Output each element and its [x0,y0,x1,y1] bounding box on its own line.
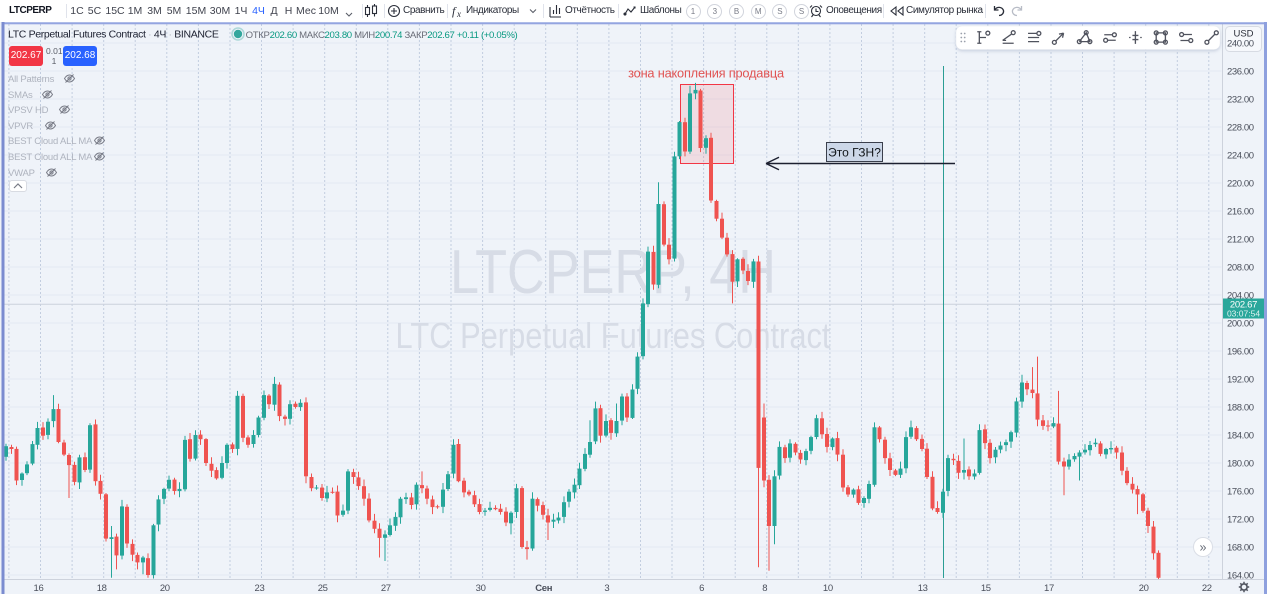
svg-text:USD: USD [1233,29,1253,40]
svg-text:184.00: 184.00 [1227,431,1254,442]
svg-text:172.00: 172.00 [1227,515,1254,526]
svg-text:20: 20 [1139,583,1149,594]
svg-text:20: 20 [160,583,170,594]
svg-text:25: 25 [318,583,328,594]
svg-text:LTC Perpetual Futures Contract: LTC Perpetual Futures Contract [396,315,831,356]
svg-text:208.00: 208.00 [1227,263,1254,274]
svg-text:8: 8 [762,583,767,594]
svg-text:03:07:54: 03:07:54 [1227,309,1260,319]
svg-text:176.00: 176.00 [1227,487,1254,498]
svg-text:216.00: 216.00 [1227,207,1254,218]
svg-text:220.00: 220.00 [1227,179,1254,190]
svg-text:240.00: 240.00 [1227,39,1254,50]
svg-text:Это ГЗН?: Это ГЗН? [828,146,881,160]
svg-text:f: f [452,4,457,18]
svg-text:196.00: 196.00 [1227,347,1254,358]
svg-text:17: 17 [1044,583,1054,594]
svg-text:200.00: 200.00 [1227,319,1254,330]
svg-text:13: 13 [918,583,928,594]
svg-text:202.67: 202.67 [1230,300,1257,311]
svg-text:232.00: 232.00 [1227,95,1254,106]
svg-text:192.00: 192.00 [1227,375,1254,386]
svg-text:228.00: 228.00 [1227,123,1254,134]
svg-text:10: 10 [823,583,833,594]
svg-text:204.00: 204.00 [1227,291,1254,302]
svg-text:3: 3 [604,583,609,594]
svg-text:224.00: 224.00 [1227,151,1254,162]
svg-text:168.00: 168.00 [1227,543,1254,554]
svg-text:23: 23 [255,583,265,594]
svg-text:15: 15 [981,583,991,594]
svg-text:»: » [1200,541,1207,555]
svg-text:164.00: 164.00 [1227,571,1254,582]
svg-text:236.00: 236.00 [1227,67,1254,78]
svg-text:22: 22 [1202,583,1212,594]
svg-text:Сен: Сен [535,583,553,594]
svg-text:x: x [456,9,461,19]
svg-text:LTCPERP, 4H: LTCPERP, 4H [450,238,776,307]
svg-text:16: 16 [34,583,44,594]
svg-text:30: 30 [476,583,486,594]
svg-text:6: 6 [699,583,704,594]
svg-text:212.00: 212.00 [1227,235,1254,246]
svg-text:18: 18 [97,583,107,594]
svg-text:27: 27 [381,583,391,594]
svg-text:зона накопления продавца: зона накопления продавца [628,66,785,81]
svg-text:188.00: 188.00 [1227,403,1254,414]
svg-text:180.00: 180.00 [1227,459,1254,470]
